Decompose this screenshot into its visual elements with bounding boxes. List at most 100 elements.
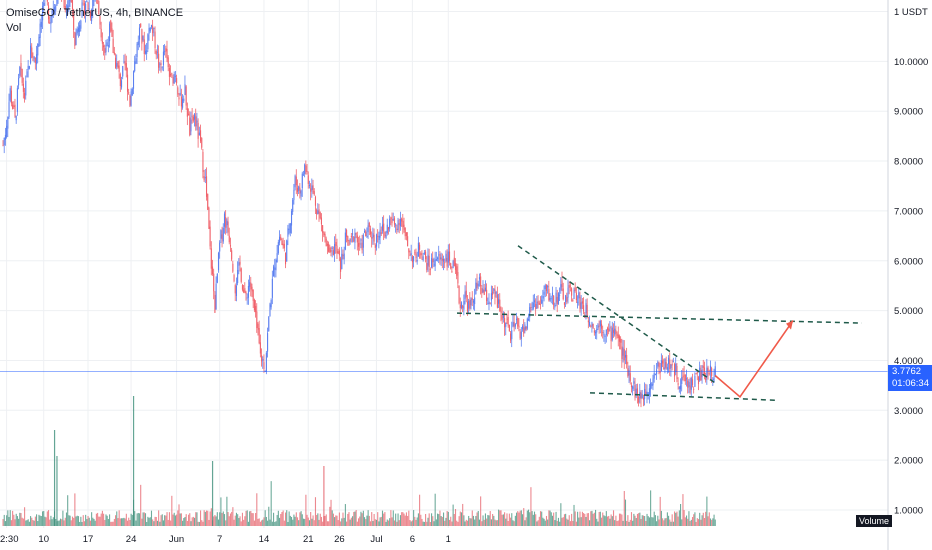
candle-body bbox=[389, 218, 391, 229]
volume-bar bbox=[482, 515, 484, 526]
time-tick-label: 10 bbox=[38, 534, 49, 545]
volume-bar bbox=[284, 512, 287, 526]
volume-bar bbox=[638, 513, 640, 526]
price-axis[interactable]: 1 USDT 10.0000 9.0000 8.0000 7.0000 6.0000 5.0… bbox=[894, 7, 928, 517]
volume-bar bbox=[57, 520, 59, 526]
volume-bar bbox=[156, 520, 159, 526]
volume-bar bbox=[651, 517, 653, 526]
volume-bar bbox=[533, 511, 536, 526]
candle-body bbox=[598, 325, 600, 327]
candle-body bbox=[612, 329, 615, 333]
candle-body bbox=[252, 289, 254, 301]
candle-body bbox=[599, 320, 601, 327]
volume-bar bbox=[587, 513, 589, 526]
volume-bar bbox=[95, 513, 97, 526]
volume-bar bbox=[271, 521, 273, 526]
candle-body bbox=[533, 300, 536, 303]
candle-body bbox=[279, 236, 281, 243]
volume-bar bbox=[77, 516, 80, 526]
volume-bar bbox=[567, 519, 569, 526]
candle-body bbox=[177, 87, 179, 95]
candle-body bbox=[614, 328, 616, 335]
volume-bar bbox=[141, 518, 143, 526]
volume-bar bbox=[486, 518, 488, 526]
candle-body bbox=[650, 383, 652, 390]
volume-bar bbox=[423, 521, 425, 526]
candle-body bbox=[567, 287, 569, 298]
volume-bar bbox=[713, 514, 715, 526]
candle-body bbox=[502, 314, 504, 319]
volume-bar bbox=[63, 520, 65, 526]
candle-body bbox=[51, 10, 53, 17]
candle-body bbox=[638, 397, 640, 403]
volume-bar bbox=[33, 520, 35, 526]
projection-path bbox=[714, 320, 794, 399]
volume-bar bbox=[433, 521, 435, 526]
candle-body bbox=[251, 286, 253, 292]
candle-body bbox=[640, 392, 642, 400]
candle-body bbox=[26, 71, 28, 78]
candle-body bbox=[713, 377, 715, 383]
price-tick-label: 2.0000 bbox=[894, 456, 923, 467]
candle-body bbox=[484, 287, 486, 291]
volume-bar bbox=[229, 513, 232, 526]
volume-bar bbox=[262, 519, 264, 526]
candle-body bbox=[211, 266, 214, 274]
candle-body bbox=[32, 59, 34, 61]
volume-bar bbox=[712, 518, 714, 526]
volume-bar bbox=[322, 521, 324, 526]
volume-bar bbox=[200, 510, 202, 526]
candle-body bbox=[386, 224, 388, 234]
candle-body bbox=[2, 145, 4, 146]
volume-bar bbox=[203, 510, 205, 526]
volume-bar bbox=[243, 519, 245, 526]
candle-body bbox=[195, 116, 197, 127]
time-axis[interactable]: 12:30 10 17 24 Jun 7 14 21 26 Jul 6 1 bbox=[0, 534, 451, 545]
volume-bar bbox=[265, 516, 267, 526]
candle-body bbox=[380, 232, 382, 234]
volume-bar bbox=[300, 511, 302, 526]
volume-bar bbox=[355, 510, 357, 526]
candle-body bbox=[293, 189, 295, 201]
candle-body bbox=[670, 365, 672, 369]
volume-bar bbox=[194, 517, 196, 526]
candle-body bbox=[402, 220, 404, 228]
volume-bar bbox=[674, 511, 676, 526]
candle-body bbox=[317, 210, 319, 214]
candle-body bbox=[617, 334, 619, 339]
volume-bar bbox=[645, 520, 647, 526]
volume-bar bbox=[392, 510, 394, 526]
volume-bar bbox=[381, 510, 384, 526]
volume-bar bbox=[390, 510, 392, 526]
volume-bar bbox=[338, 512, 340, 526]
candle-body bbox=[255, 305, 257, 313]
candle-body bbox=[367, 225, 369, 233]
candle-body bbox=[561, 280, 563, 288]
volume-bar bbox=[311, 518, 313, 526]
symbol-title[interactable]: OmiseGO / TetherUS, 4h, BINANCE bbox=[6, 7, 184, 19]
volume-bar bbox=[15, 513, 17, 526]
volume-bar bbox=[172, 514, 174, 526]
volume-bar bbox=[438, 514, 440, 526]
candle-body bbox=[500, 311, 502, 313]
volume-bar bbox=[188, 514, 190, 526]
candle-body bbox=[415, 253, 417, 259]
volume-bar bbox=[519, 510, 521, 526]
volume-bar bbox=[337, 520, 339, 526]
candle-body bbox=[714, 366, 716, 376]
candle-body bbox=[620, 338, 622, 343]
volume-bar bbox=[662, 518, 664, 526]
volume-bar bbox=[336, 515, 338, 526]
volume-bar bbox=[518, 512, 520, 526]
volume-bar bbox=[680, 503, 682, 526]
volume-bar bbox=[379, 517, 381, 526]
candle-body bbox=[391, 219, 393, 224]
volume-indicator-label[interactable]: Vol bbox=[6, 22, 22, 34]
candle-body bbox=[210, 248, 212, 269]
volume-bar bbox=[395, 513, 397, 526]
volume-bar bbox=[31, 517, 33, 526]
candle-body bbox=[39, 23, 41, 38]
candle-body bbox=[332, 250, 334, 255]
